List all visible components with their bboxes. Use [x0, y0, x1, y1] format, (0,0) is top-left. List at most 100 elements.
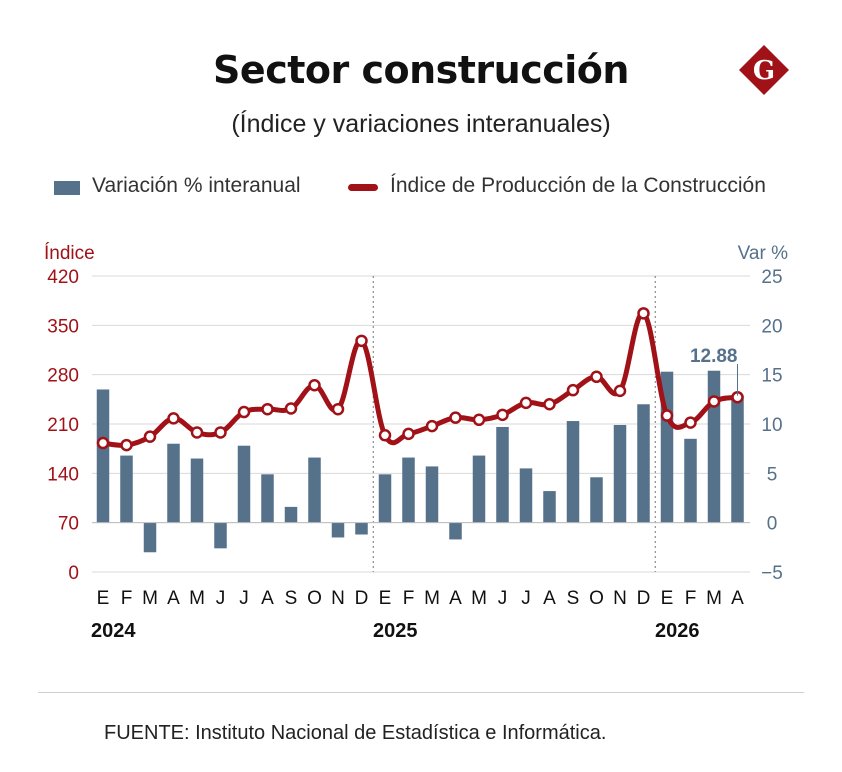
bar — [590, 477, 603, 523]
month-label: M — [189, 588, 205, 609]
month-label: F — [121, 588, 133, 609]
month-label: J — [521, 588, 531, 609]
right-tick-label: −5 — [761, 563, 783, 584]
left-tick-label: 350 — [47, 316, 79, 337]
bar — [96, 389, 110, 523]
month-label: O — [589, 588, 604, 609]
legend-line-swatch — [348, 184, 378, 191]
bar — [472, 455, 486, 523]
line-point — [167, 412, 180, 425]
right-tick-label: 10 — [761, 415, 782, 436]
bar — [120, 455, 133, 523]
chart: Índice Var %070140210280350420−5051015202… — [44, 243, 788, 642]
bar — [637, 404, 650, 523]
bar — [284, 506, 298, 523]
month-label: F — [685, 588, 697, 609]
bar — [566, 421, 580, 523]
line-point — [120, 438, 133, 452]
month-label: E — [97, 588, 110, 609]
month-label: M — [142, 588, 158, 609]
line-point — [590, 370, 603, 384]
month-label: O — [307, 588, 322, 609]
bar — [707, 370, 721, 523]
line-point — [496, 408, 509, 422]
bar — [261, 474, 274, 523]
month-label: J — [498, 588, 508, 609]
month-label: A — [731, 588, 744, 609]
bar — [331, 522, 345, 538]
month-label: E — [379, 588, 392, 609]
line-point — [378, 429, 392, 442]
month-label: N — [331, 588, 345, 609]
line-point — [190, 426, 204, 439]
bar — [143, 522, 157, 553]
left-tick-label: 140 — [47, 464, 79, 485]
bar — [731, 395, 744, 523]
line-point — [96, 436, 110, 450]
line-point — [284, 402, 298, 415]
left-axis-title: Índice — [44, 243, 95, 264]
line-point — [543, 398, 556, 411]
line-point — [261, 402, 274, 416]
month-label: A — [543, 588, 556, 609]
bar — [378, 474, 392, 523]
line-point — [143, 430, 157, 443]
right-tick-label: 20 — [761, 316, 782, 337]
month-label: D — [355, 588, 369, 609]
right-tick-label: 15 — [761, 366, 782, 387]
month-label: F — [403, 588, 415, 609]
month-label: N — [613, 588, 627, 609]
line-point — [660, 409, 674, 422]
logo-letter: G — [753, 56, 775, 86]
month-label: D — [637, 588, 651, 609]
chart-title: Sector construcción — [213, 48, 629, 92]
footer-divider — [38, 692, 804, 693]
bar — [425, 466, 439, 523]
bar — [214, 522, 227, 549]
line-point — [355, 334, 368, 348]
month-label: S — [567, 588, 580, 609]
bar — [167, 443, 180, 523]
legend-bar-swatch — [54, 181, 80, 195]
legend-bar-label: Variación % interanual — [92, 174, 301, 197]
month-label: A — [167, 588, 180, 609]
source-note: FUENTE: Instituto Nacional de Estadístic… — [104, 722, 607, 744]
brand-logo: G — [739, 45, 789, 95]
bar — [684, 438, 697, 523]
line-point — [214, 426, 227, 439]
month-label: M — [471, 588, 487, 609]
line-point — [308, 378, 321, 392]
line-point — [566, 383, 580, 397]
bar — [308, 457, 321, 523]
bar — [543, 491, 556, 523]
bar — [237, 445, 251, 523]
bar — [355, 522, 368, 535]
month-label: A — [449, 588, 462, 609]
month-label: E — [661, 588, 674, 609]
line-point — [707, 395, 721, 408]
line-point — [684, 416, 697, 429]
bar — [613, 424, 627, 523]
left-tick-label: 210 — [47, 415, 79, 436]
right-tick-label: 0 — [767, 514, 778, 535]
line-point — [425, 419, 439, 433]
month-label: J — [239, 588, 249, 609]
line-point — [637, 307, 650, 320]
logo-diamond — [739, 45, 789, 95]
year-label: 2024 — [91, 620, 136, 642]
right-axis-title: Var % — [738, 243, 788, 264]
line-point — [613, 384, 627, 398]
month-label: J — [216, 588, 226, 609]
line-point — [331, 402, 345, 416]
chart-subtitle: (Índice y variaciones interanuales) — [231, 110, 611, 138]
month-label: S — [285, 588, 298, 609]
left-tick-label: 0 — [68, 563, 79, 584]
year-label: 2025 — [373, 620, 418, 642]
left-tick-label: 280 — [47, 366, 79, 387]
right-tick-label: 25 — [761, 267, 782, 288]
legend-line-label: Índice de Producción de la Construcción — [390, 174, 766, 197]
left-tick-label: 70 — [58, 514, 79, 535]
line-point — [449, 411, 462, 424]
month-label: M — [424, 588, 440, 609]
bar — [496, 426, 509, 523]
